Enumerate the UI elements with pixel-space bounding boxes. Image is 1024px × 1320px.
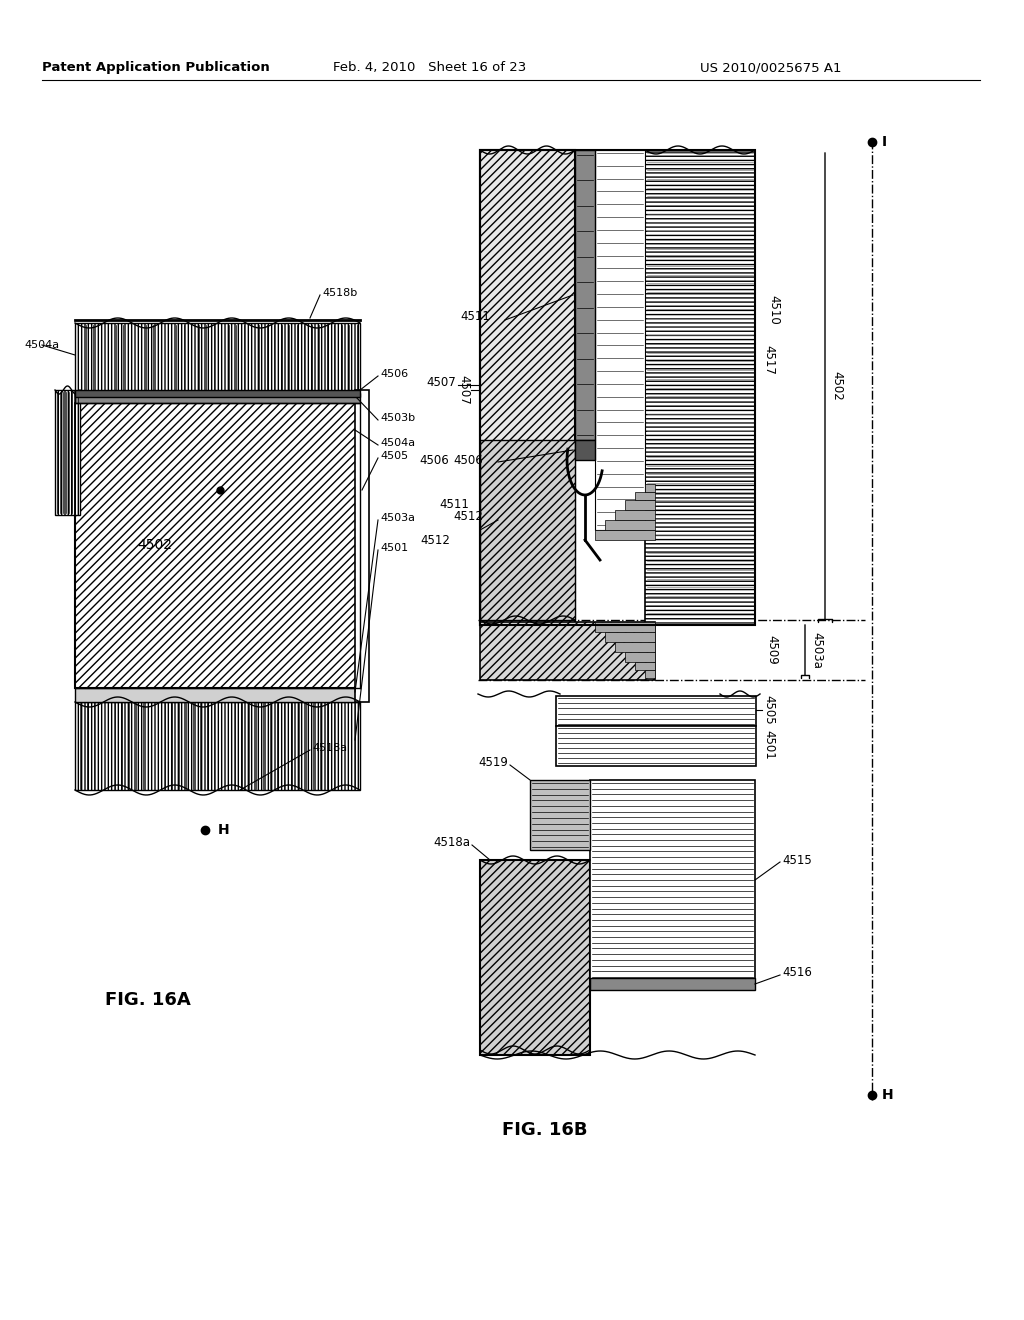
Text: US 2010/0025675 A1: US 2010/0025675 A1 <box>700 62 842 74</box>
Bar <box>480 150 575 624</box>
Bar <box>635 492 655 500</box>
Text: 4517: 4517 <box>762 345 775 375</box>
Text: 4506: 4506 <box>380 370 409 379</box>
Text: 4506: 4506 <box>454 454 483 466</box>
Text: Feb. 4, 2010   Sheet 16 of 23: Feb. 4, 2010 Sheet 16 of 23 <box>334 62 526 74</box>
Bar <box>480 150 755 624</box>
Bar <box>480 440 575 620</box>
Bar <box>615 642 655 652</box>
Bar <box>530 780 590 850</box>
Text: 4503a: 4503a <box>380 513 415 523</box>
Bar <box>590 978 755 990</box>
Text: 4512: 4512 <box>420 533 450 546</box>
Text: 4503b: 4503b <box>380 413 415 422</box>
Bar <box>605 520 655 531</box>
Bar <box>75 323 360 393</box>
Text: 4512: 4512 <box>454 511 483 524</box>
Text: 4519: 4519 <box>478 756 508 770</box>
Text: 4501: 4501 <box>762 730 775 760</box>
Bar <box>590 780 755 979</box>
Bar <box>556 726 756 766</box>
Bar <box>605 632 655 642</box>
Bar <box>75 400 360 688</box>
Text: I: I <box>882 135 887 149</box>
Text: 4509: 4509 <box>765 635 778 665</box>
Text: H: H <box>882 1088 894 1102</box>
Bar <box>480 861 590 1055</box>
Text: 4518a: 4518a <box>433 837 470 850</box>
Bar <box>355 389 369 702</box>
Bar <box>55 389 80 515</box>
Bar <box>595 622 655 632</box>
Bar <box>625 652 655 663</box>
Text: 4501: 4501 <box>380 543 409 553</box>
Text: 4511: 4511 <box>439 499 469 511</box>
Text: FIG. 16A: FIG. 16A <box>105 991 190 1008</box>
Bar <box>75 393 360 403</box>
Text: 4503a: 4503a <box>810 631 823 668</box>
Bar <box>75 389 360 397</box>
Bar <box>645 150 755 624</box>
Text: 4506: 4506 <box>419 454 449 466</box>
Bar <box>75 688 360 702</box>
Text: 4502: 4502 <box>830 371 843 401</box>
Bar <box>615 510 655 520</box>
Text: 4515: 4515 <box>782 854 812 866</box>
Bar <box>635 663 655 671</box>
Text: 4510: 4510 <box>767 296 780 325</box>
Text: H: H <box>218 822 229 837</box>
Bar <box>556 696 756 726</box>
Bar <box>480 622 655 680</box>
Text: 4507: 4507 <box>457 375 470 405</box>
Text: 4511: 4511 <box>460 309 490 322</box>
Bar <box>625 500 655 510</box>
Text: 4502: 4502 <box>137 539 172 552</box>
Text: 4504a: 4504a <box>380 438 415 447</box>
Text: 4516: 4516 <box>782 966 812 979</box>
Text: 4518b: 4518b <box>322 288 357 298</box>
Bar <box>575 440 595 459</box>
Text: 4505: 4505 <box>762 696 775 725</box>
Bar <box>575 150 595 440</box>
Text: 4504a: 4504a <box>24 341 59 350</box>
Bar <box>75 702 360 789</box>
Text: 4505: 4505 <box>380 451 409 461</box>
Text: Patent Application Publication: Patent Application Publication <box>42 62 269 74</box>
Bar <box>595 531 655 540</box>
Text: 4518a: 4518a <box>312 743 347 752</box>
Text: FIG. 16B: FIG. 16B <box>502 1121 588 1139</box>
Text: 4507: 4507 <box>426 376 456 389</box>
Bar <box>645 671 655 678</box>
Bar <box>595 150 645 531</box>
Bar <box>645 484 655 492</box>
